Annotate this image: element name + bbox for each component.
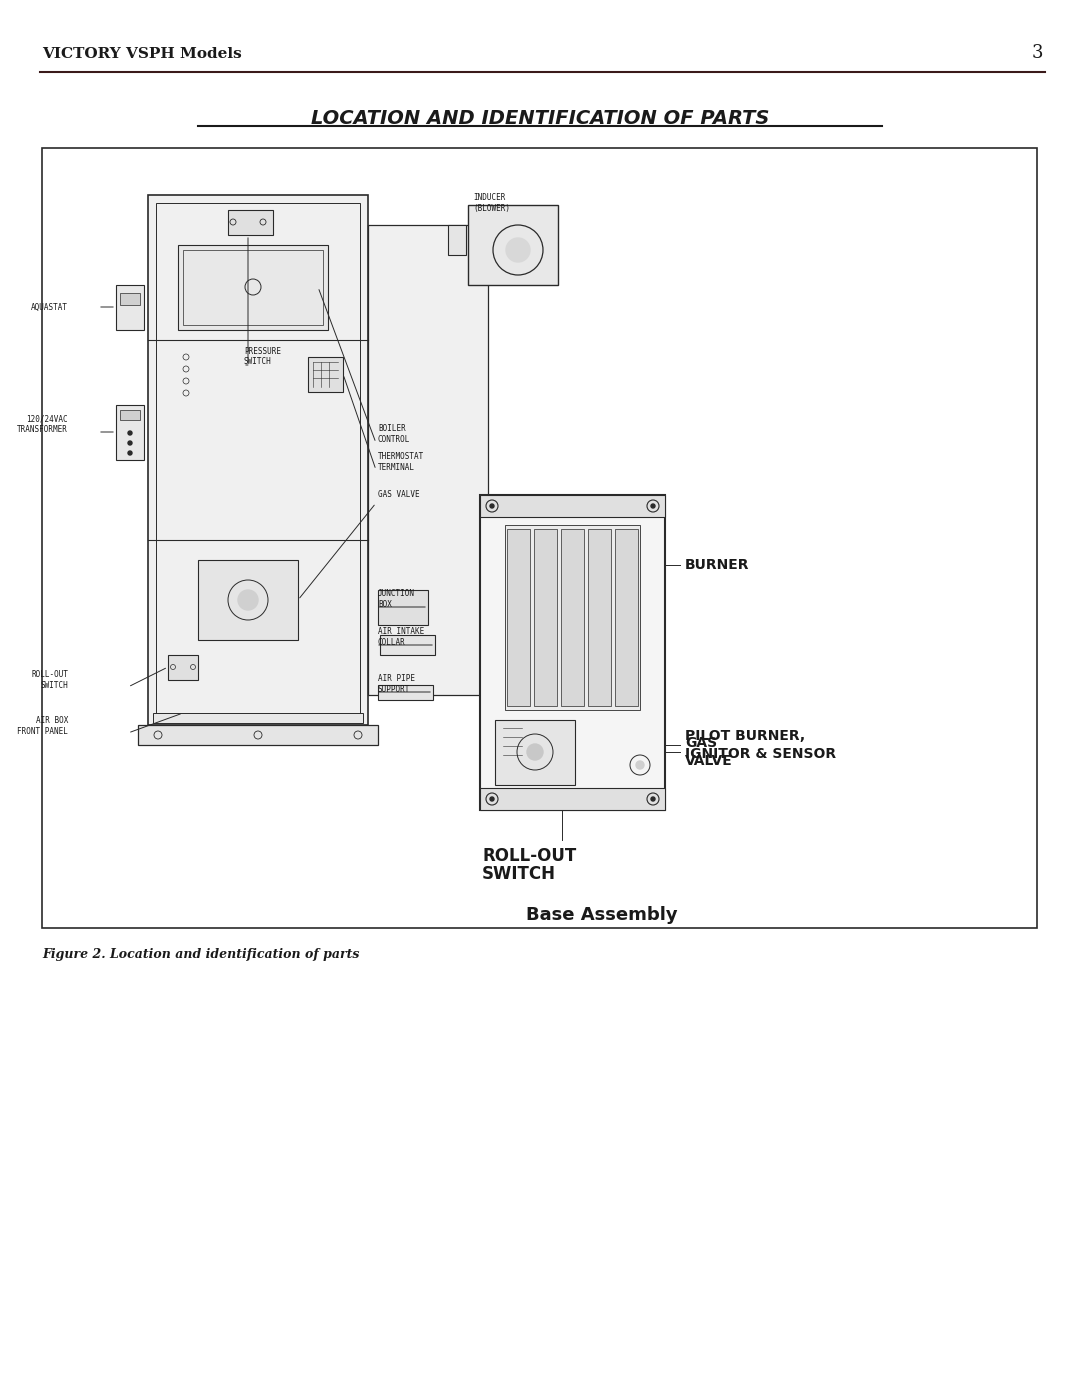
Text: ROLL-OUT: ROLL-OUT	[31, 671, 68, 679]
Bar	[42, 148, 1037, 928]
Text: SWITCH: SWITCH	[482, 865, 556, 883]
Text: GAS: GAS	[685, 736, 717, 750]
Bar	[495, 719, 575, 785]
Text: CONTROL: CONTROL	[378, 434, 410, 444]
Bar	[120, 293, 140, 305]
Bar	[480, 788, 665, 810]
Circle shape	[507, 237, 530, 263]
Text: VICTORY VSPH Models: VICTORY VSPH Models	[42, 47, 242, 61]
Circle shape	[636, 761, 644, 768]
Bar	[156, 203, 360, 717]
Text: INDUCER: INDUCER	[473, 193, 505, 203]
Circle shape	[651, 504, 654, 509]
Bar	[153, 712, 363, 724]
Bar	[120, 409, 140, 420]
Text: COLLAR: COLLAR	[378, 638, 406, 647]
Bar	[368, 225, 488, 694]
Bar	[380, 636, 435, 655]
Bar	[116, 285, 144, 330]
Text: BOILER: BOILER	[378, 425, 406, 433]
Bar	[468, 205, 558, 285]
Text: AQUASTAT: AQUASTAT	[31, 303, 68, 312]
Circle shape	[129, 441, 132, 446]
Bar	[168, 655, 198, 680]
Bar	[138, 725, 378, 745]
Circle shape	[238, 590, 258, 610]
Text: 3: 3	[1031, 43, 1043, 61]
Bar	[378, 685, 433, 700]
Bar	[228, 210, 273, 235]
Text: BURNER: BURNER	[685, 557, 750, 571]
Bar	[116, 405, 144, 460]
Bar	[308, 358, 343, 393]
Text: AIR PIPE: AIR PIPE	[378, 673, 415, 683]
Bar	[378, 590, 428, 624]
Text: GAS VALVE: GAS VALVE	[378, 490, 420, 499]
Text: SWITCH: SWITCH	[40, 680, 68, 690]
Bar	[148, 196, 368, 725]
Bar	[480, 495, 665, 810]
Bar	[480, 495, 665, 517]
Text: SUPPORT: SUPPORT	[378, 685, 410, 694]
Bar	[534, 529, 557, 705]
Bar	[178, 244, 328, 330]
Bar	[615, 529, 638, 705]
Text: PRESSURE: PRESSURE	[244, 346, 281, 356]
Text: TERMINAL: TERMINAL	[378, 462, 415, 472]
Circle shape	[651, 798, 654, 800]
Text: PILOT BURNER,: PILOT BURNER,	[685, 729, 805, 743]
Circle shape	[527, 745, 543, 760]
Bar	[507, 529, 530, 705]
Text: LOCATION AND IDENTIFICATION OF PARTS: LOCATION AND IDENTIFICATION OF PARTS	[311, 109, 769, 127]
Text: JUNCTION: JUNCTION	[378, 590, 415, 598]
Text: ROLL-OUT: ROLL-OUT	[482, 847, 577, 865]
Bar	[588, 529, 611, 705]
Text: AIR BOX: AIR BOX	[36, 717, 68, 725]
Text: (BLOWER): (BLOWER)	[473, 204, 510, 212]
Bar	[505, 525, 640, 710]
Text: TRANSFORMER: TRANSFORMER	[17, 425, 68, 434]
Text: BOX: BOX	[378, 599, 392, 609]
Text: 120/24VAC: 120/24VAC	[26, 414, 68, 423]
Circle shape	[490, 798, 494, 800]
Circle shape	[129, 432, 132, 434]
Text: VALVE: VALVE	[685, 754, 732, 768]
Bar	[198, 560, 298, 640]
Text: SWITCH: SWITCH	[244, 358, 272, 366]
Text: AIR INTAKE: AIR INTAKE	[378, 627, 424, 636]
Circle shape	[129, 451, 132, 455]
Circle shape	[490, 504, 494, 509]
Text: IGNITOR & SENSOR: IGNITOR & SENSOR	[685, 747, 836, 761]
Text: THERMOSTAT: THERMOSTAT	[378, 453, 424, 461]
Text: Figure 2. Location and identification of parts: Figure 2. Location and identification of…	[42, 949, 360, 961]
Text: FRONT PANEL: FRONT PANEL	[17, 726, 68, 736]
Text: Base Assembly: Base Assembly	[526, 907, 678, 923]
Bar	[183, 250, 323, 326]
Bar	[561, 529, 584, 705]
Bar	[448, 225, 465, 256]
Bar	[500, 719, 525, 770]
